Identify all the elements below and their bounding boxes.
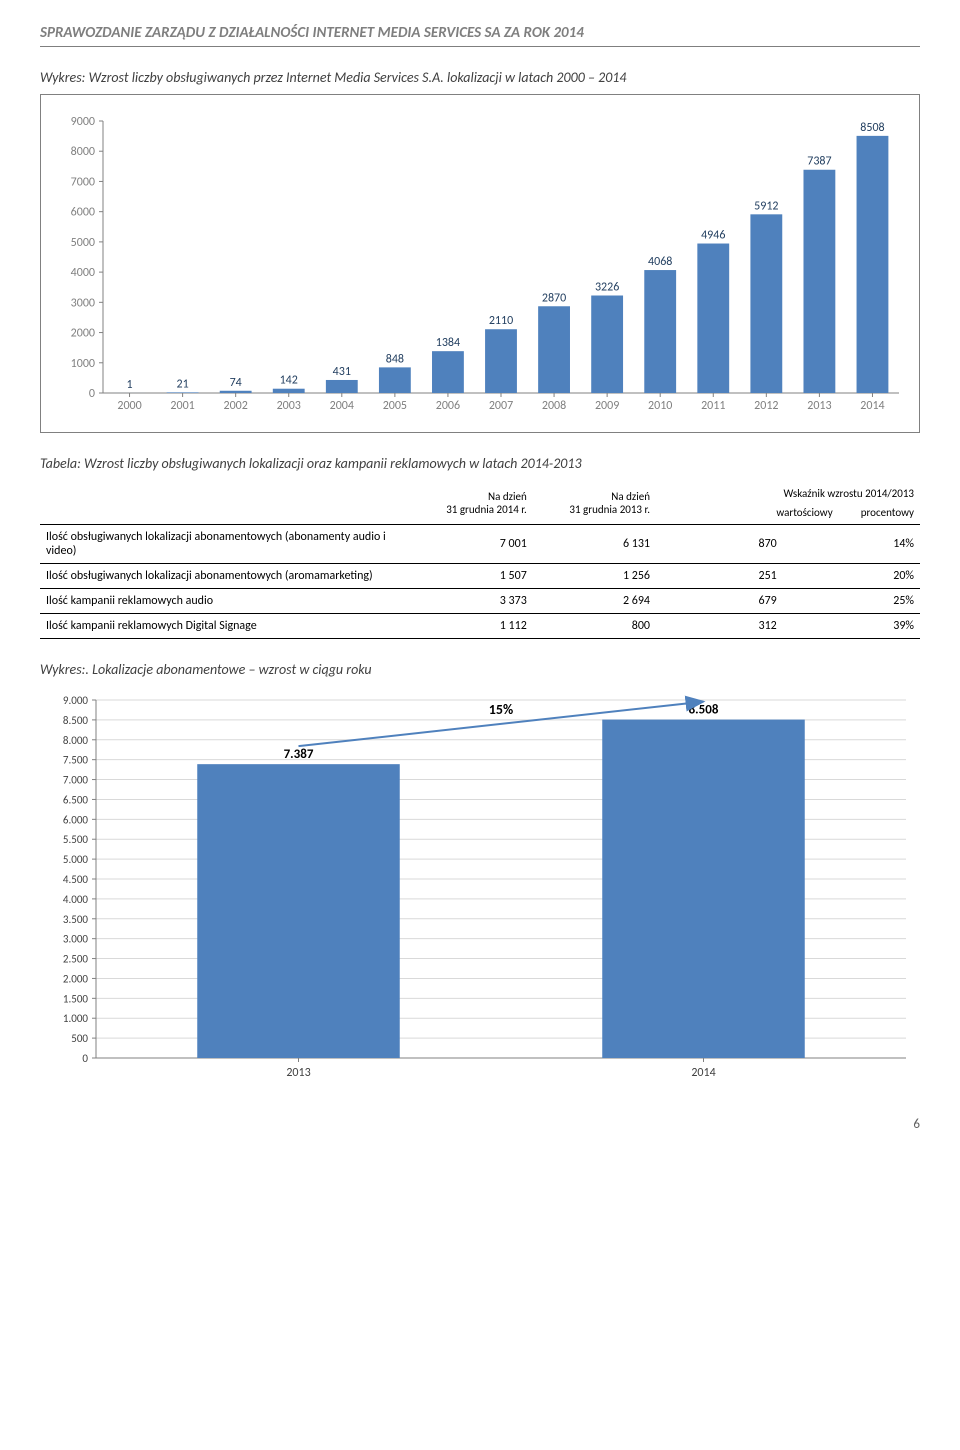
svg-text:0: 0 [89, 387, 95, 401]
svg-text:21: 21 [177, 377, 189, 391]
svg-text:6.500: 6.500 [63, 793, 89, 806]
svg-text:848: 848 [386, 352, 404, 366]
svg-text:1000: 1000 [71, 357, 95, 371]
table-title: Tabela: Wzrost liczby obsługiwanych loka… [40, 455, 920, 472]
svg-text:2014: 2014 [860, 399, 884, 413]
svg-text:3.500: 3.500 [63, 913, 89, 926]
svg-text:4068: 4068 [648, 255, 672, 269]
col-hdr-2014: Na dzień31 grudnia 2014 r. [410, 482, 533, 525]
svg-text:5.000: 5.000 [63, 853, 89, 866]
svg-text:7.000: 7.000 [63, 774, 89, 787]
svg-text:2003: 2003 [277, 399, 301, 413]
svg-text:2000: 2000 [71, 327, 95, 341]
svg-text:2012: 2012 [754, 399, 778, 413]
table-row: Ilość kampanii reklamowych Digital Signa… [40, 614, 920, 639]
svg-text:0: 0 [82, 1052, 88, 1065]
svg-text:6000: 6000 [71, 206, 95, 220]
svg-text:4.500: 4.500 [63, 873, 89, 886]
chart1-svg: 0 1000 2000 3000 4000 5000 6000 7000 8000 9000 1 20… [53, 111, 909, 421]
col-hdr-2013: Na dzień31 grudnia 2013 r. [533, 482, 656, 525]
svg-text:5912: 5912 [754, 199, 778, 213]
svg-text:8508: 8508 [860, 121, 884, 135]
svg-text:7000: 7000 [71, 175, 95, 189]
svg-text:6.000: 6.000 [63, 813, 89, 826]
svg-text:2005: 2005 [383, 399, 407, 413]
svg-text:1384: 1384 [436, 336, 460, 350]
svg-text:9000: 9000 [71, 115, 95, 129]
svg-text:2007: 2007 [489, 399, 513, 413]
svg-text:1: 1 [126, 378, 132, 392]
svg-text:2008: 2008 [542, 399, 566, 413]
chart2-svg: 0 500 1.000 1.500 2.000 2.500 3.000 3.500 4.000 4… [40, 686, 920, 1086]
page-number: 6 [40, 1117, 920, 1132]
svg-text:5.500: 5.500 [63, 833, 89, 846]
svg-text:74: 74 [230, 376, 242, 390]
svg-text:7.500: 7.500 [63, 754, 89, 767]
svg-text:9.000: 9.000 [63, 694, 89, 707]
table-row: Ilość kampanii reklamowych audio3 3732 6… [40, 589, 920, 614]
svg-text:500: 500 [71, 1032, 88, 1045]
svg-text:5000: 5000 [71, 236, 95, 250]
svg-text:2870: 2870 [542, 291, 566, 305]
svg-text:2000: 2000 [117, 399, 141, 413]
table-row: Ilość obsługiwanych lokalizacji abonamen… [40, 564, 920, 589]
svg-text:2.500: 2.500 [63, 953, 89, 966]
page-header: SPRAWOZDANIE ZARZĄDU Z DZIAŁALNOŚCI INTE… [40, 24, 920, 47]
svg-text:2001: 2001 [170, 399, 194, 413]
svg-text:15%: 15% [489, 701, 513, 718]
col-hdr-growth: Wskaźnik wzrostu 2014/2013 wartościowy p… [656, 482, 920, 525]
svg-text:8.500: 8.500 [63, 714, 89, 727]
table-body: Ilość obsługiwanych lokalizacji abonamen… [40, 525, 920, 639]
svg-text:3.000: 3.000 [63, 933, 89, 946]
svg-text:8000: 8000 [71, 145, 95, 159]
svg-text:1.000: 1.000 [63, 1012, 89, 1025]
svg-text:1.500: 1.500 [63, 992, 89, 1005]
svg-text:3000: 3000 [71, 296, 95, 310]
chart2-title: Wykres:. Lokalizacje abonamentowe – wzro… [40, 661, 920, 678]
svg-text:2013: 2013 [286, 1066, 310, 1080]
svg-text:7387: 7387 [807, 155, 831, 169]
svg-text:2009: 2009 [595, 399, 619, 413]
table-row: Ilość obsługiwanych lokalizacji abonamen… [40, 525, 920, 564]
svg-text:2006: 2006 [436, 399, 460, 413]
svg-text:2010: 2010 [648, 399, 672, 413]
svg-text:2011: 2011 [701, 399, 725, 413]
svg-text:4.000: 4.000 [63, 893, 89, 906]
svg-text:2002: 2002 [224, 399, 248, 413]
chart1-container: 0 1000 2000 3000 4000 5000 6000 7000 8000 9000 1 20… [40, 94, 920, 433]
svg-text:2014: 2014 [691, 1066, 715, 1080]
svg-text:2110: 2110 [489, 314, 513, 328]
svg-text:4000: 4000 [71, 266, 95, 280]
svg-text:8.000: 8.000 [63, 734, 89, 747]
svg-text:2.000: 2.000 [63, 972, 89, 985]
svg-text:2004: 2004 [330, 399, 354, 413]
svg-text:4946: 4946 [701, 229, 725, 243]
svg-text:7.387: 7.387 [284, 747, 314, 762]
svg-text:431: 431 [333, 365, 351, 379]
svg-text:3226: 3226 [595, 281, 619, 295]
svg-text:2013: 2013 [807, 399, 831, 413]
chart1-title: Wykres: Wzrost liczby obsługiwanych prze… [40, 69, 920, 86]
svg-text:8.508: 8.508 [689, 703, 719, 718]
svg-text:142: 142 [280, 374, 298, 388]
growth-table: Na dzień31 grudnia 2014 r. Na dzień31 gr… [40, 482, 920, 639]
